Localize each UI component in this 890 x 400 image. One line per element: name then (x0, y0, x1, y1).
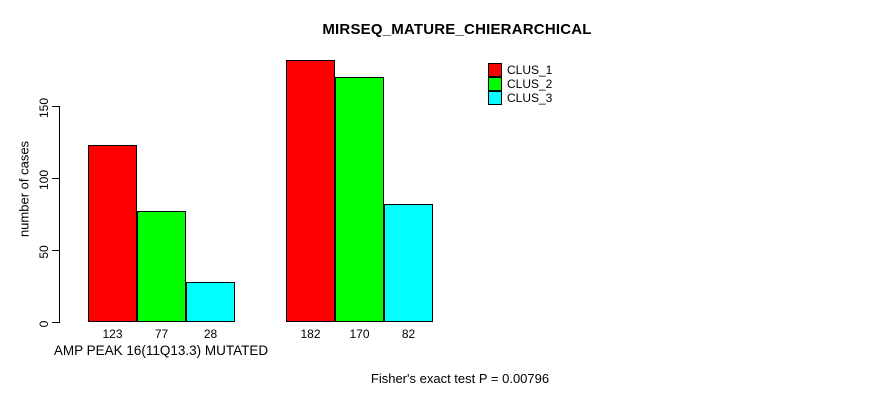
bar-value-label: 77 (154, 327, 169, 341)
legend-swatch-clus_3 (488, 91, 502, 105)
bar-value-label: 28 (203, 327, 218, 341)
legend-swatch-clus_2 (488, 77, 502, 91)
y-tick-label-text: 0 (37, 320, 51, 328)
bar-clus_3-group2 (384, 204, 433, 322)
bar-clus_1-group1 (88, 145, 137, 322)
bar-clus_1-group2 (286, 60, 335, 322)
y-tick-label-text: 100 (37, 169, 51, 191)
legend-label: CLUS_2 (507, 77, 553, 91)
y-tick (52, 106, 59, 107)
legend-row-clus_1: CLUS_1 (488, 63, 552, 77)
y-tick-label-text: 50 (37, 245, 51, 259)
legend-row-clus_3: CLUS_3 (488, 91, 552, 105)
y-tick (52, 178, 59, 179)
x-axis-label: AMP PEAK 16(11Q13.3) MUTATED (53, 343, 269, 358)
y-tick (52, 322, 59, 323)
legend-label: CLUS_3 (507, 91, 553, 105)
bar-clus_2-group2 (335, 77, 384, 322)
bar-clus_2-group1 (137, 211, 186, 322)
bar-value-label: 170 (349, 327, 370, 341)
y-tick (52, 250, 59, 251)
legend-swatch-clus_1 (488, 63, 502, 77)
y-axis-line (59, 106, 60, 323)
y-tick-label-text: 150 (37, 97, 51, 119)
footer-note: Fisher's exact test P = 0.00796 (370, 371, 550, 386)
bar-value-label: 82 (401, 327, 416, 341)
legend-row-clus_2: CLUS_2 (488, 77, 552, 91)
bar-clus_3-group1 (186, 282, 235, 322)
legend-label: CLUS_1 (507, 63, 553, 77)
bar-value-label: 182 (300, 327, 321, 341)
legend: CLUS_1 CLUS_2 CLUS_3 (488, 63, 552, 105)
chart-title: MIRSEQ_MATURE_CHIERARCHICAL (322, 21, 592, 38)
bar-value-label: 123 (102, 327, 123, 341)
